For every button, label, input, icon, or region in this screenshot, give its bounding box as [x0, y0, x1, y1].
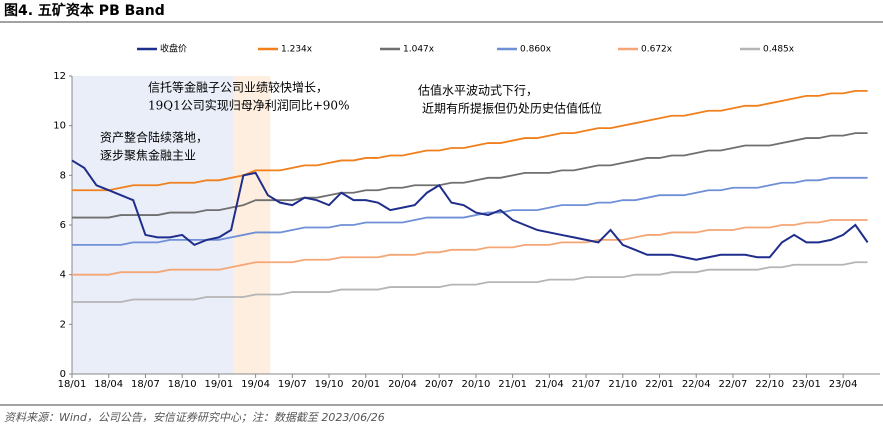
x-tick-label: 18/01 — [58, 379, 87, 390]
x-tick-label: 19/07 — [278, 379, 307, 390]
y-tick-label: 12 — [53, 71, 66, 82]
x-tick-label: 20/04 — [388, 379, 417, 390]
x-tick-label: 18/07 — [131, 379, 160, 390]
x-tick-label: 18/10 — [168, 379, 197, 390]
series-line — [72, 219, 868, 276]
x-tick-label: 21/10 — [608, 379, 637, 390]
x-tick-label: 21/01 — [498, 379, 527, 390]
highlight-region — [72, 76, 234, 374]
y-tick-label: 0 — [60, 369, 66, 380]
x-tick-label: 23/01 — [792, 379, 821, 390]
series-line — [72, 90, 868, 192]
x-tick-label: 19/04 — [241, 379, 270, 390]
x-tick-label: 21/04 — [535, 379, 564, 390]
legend-label: 0.860x — [520, 45, 552, 55]
y-tick-label: 2 — [60, 319, 66, 330]
series-line — [72, 261, 868, 303]
x-tick-label: 22/10 — [755, 379, 784, 390]
legend-label: 0.485x — [763, 45, 795, 55]
legend-label: 收盘价 — [160, 43, 187, 55]
series-line — [72, 132, 868, 219]
figure-title: 图4. 五矿资本 PB Band — [4, 2, 165, 19]
y-tick-label: 8 — [60, 170, 66, 181]
legend-label: 1.234x — [281, 45, 313, 55]
x-tick-label: 23/04 — [829, 379, 858, 390]
series-line — [71, 159, 869, 261]
annotation: 逐步聚焦金融主业 — [100, 148, 196, 163]
legend-label: 1.047x — [403, 45, 435, 55]
annotation: 近期有所提振但仍处历史估值低位 — [422, 101, 602, 116]
x-tick-label: 21/07 — [572, 379, 601, 390]
y-tick-label: 4 — [60, 270, 66, 281]
y-tick-label: 6 — [60, 220, 66, 231]
x-tick-label: 20/01 — [351, 379, 380, 390]
x-tick-label: 20/10 — [462, 379, 491, 390]
x-tick-label: 22/07 — [719, 379, 748, 390]
x-tick-label: 22/04 — [682, 379, 711, 390]
x-tick-label: 19/10 — [315, 379, 344, 390]
annotation: 信托等金融子公司业绩较快增长， — [148, 80, 328, 95]
y-tick-label: 10 — [53, 121, 66, 132]
legend-label: 0.672x — [641, 45, 673, 55]
annotation: 资产整合陆续落地， — [100, 130, 208, 145]
x-tick-label: 20/07 — [425, 379, 454, 390]
backgrounds — [72, 76, 271, 374]
highlight-region — [233, 76, 271, 374]
x-tick-label: 19/01 — [204, 379, 233, 390]
annotation: 估值水平波动式下行， — [418, 83, 538, 98]
source-note: 资料来源：Wind，公司公告，安信证券研究中心；注：数据截至 2023/06/2… — [4, 411, 385, 424]
x-tick-label: 22/01 — [645, 379, 674, 390]
x-tick-label: 18/04 — [94, 379, 123, 390]
annotation: 19Q1公司实现归母净利润同比+90% — [148, 98, 349, 113]
